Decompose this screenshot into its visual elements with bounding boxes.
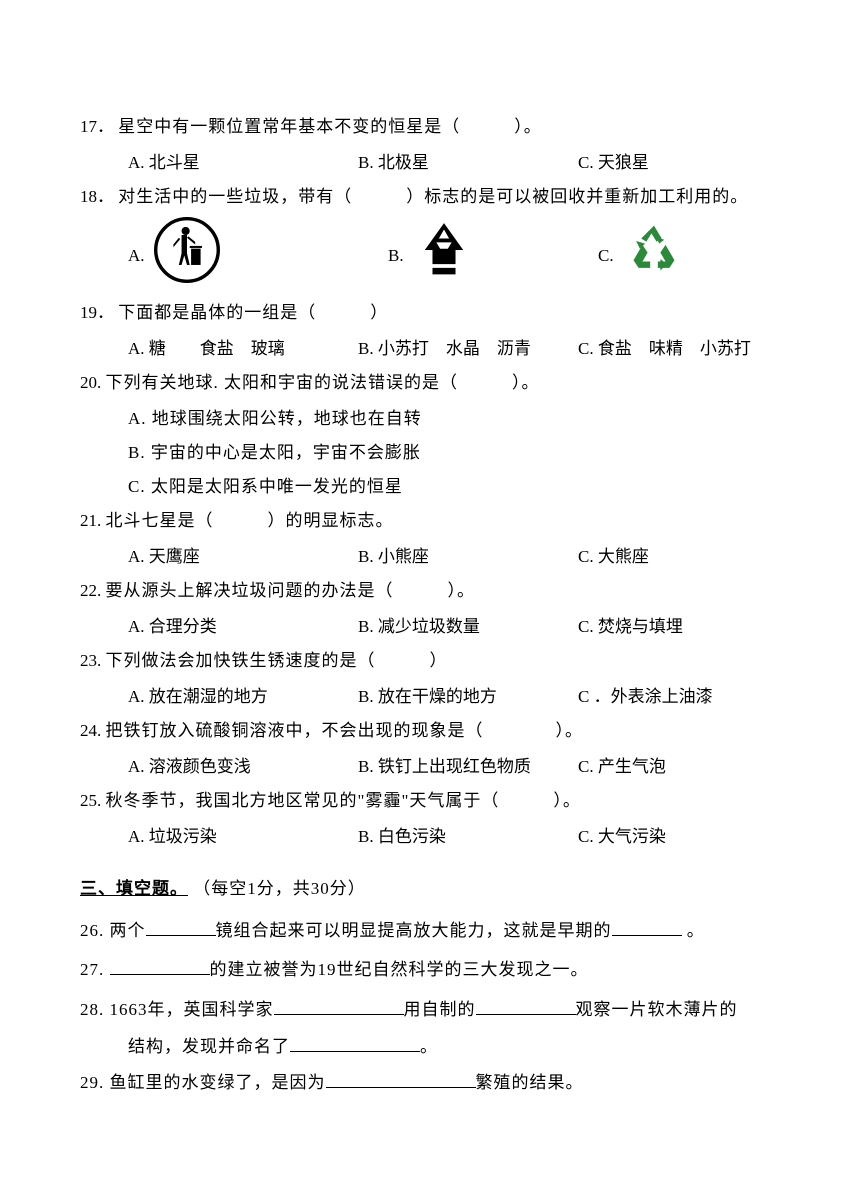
q28-blank-2[interactable] — [476, 998, 576, 1015]
q24-options: A. 溶液颜色变浅 B. 铁钉上出现红色物质 C. 产生气泡 — [80, 750, 780, 784]
q29-num: 29. — [80, 1073, 104, 1092]
question-17: 17． 星空中有一颗位置常年基本不变的恒星是（ ）。 — [80, 110, 780, 144]
q28-blank-1[interactable] — [274, 998, 404, 1015]
question-22: 22. 要从源头上解决垃圾问题的办法是（ ）。 — [80, 574, 780, 608]
q21-text: 北斗七星是（ ）的明显标志。 — [106, 511, 394, 530]
q18-c-label: C. — [598, 239, 614, 273]
q23-option-a[interactable]: A. 放在潮湿的地方 — [128, 680, 358, 714]
q20-num: 20. — [80, 373, 101, 392]
q27-num: 27. — [80, 960, 104, 979]
q20-option-c[interactable]: C. 太阳是太阳系中唯一发光的恒星 — [80, 470, 780, 504]
q28-post: 观察一片软木薄片的 — [576, 1000, 738, 1019]
q26-post: 。 — [682, 921, 705, 940]
section-3-title: 三、填空题。 （每空1分，共30分） — [80, 872, 780, 906]
q26-blank-2[interactable] — [612, 919, 682, 936]
q25-option-c[interactable]: C. 大气污染 — [578, 820, 780, 854]
q18-option-c[interactable]: C. — [598, 218, 780, 294]
question-18: 18． 对生活中的一些垃圾，带有（ ）标志的是可以被回收并重新加工利用的。 — [80, 180, 780, 214]
recycle-solid-icon — [412, 218, 476, 294]
question-29: 29. 鱼缸里的水变绿了，是因为 繁殖的结果。 — [80, 1064, 780, 1101]
q18-options: A. B. C. — [80, 216, 780, 296]
q23-options: A. 放在潮湿的地方 B. 放在干燥的地方 C ．外表涂上油漆 — [80, 680, 780, 714]
q19-text: 下面都是晶体的一组是（ ） — [118, 303, 388, 322]
q28-blank-3[interactable] — [290, 1035, 420, 1052]
q17-option-c[interactable]: C. 天狼星 — [578, 146, 780, 180]
q20-text: 下列有关地球. 太阳和宇宙的说法错误的是（ ）。 — [106, 373, 540, 392]
q19-option-a[interactable]: A. 糖 食盐 玻璃 — [128, 332, 358, 366]
q29-blank-1[interactable] — [326, 1071, 476, 1088]
q21-options: A. 天鹰座 B. 小熊座 C. 大熊座 — [80, 540, 780, 574]
q18-b-label: B. — [388, 239, 404, 273]
q25-option-a[interactable]: A. 垃圾污染 — [128, 820, 358, 854]
q24-text: 把铁钉放入硫酸铜溶液中，不会出现的现象是（ ）。 — [106, 721, 584, 740]
question-28: 28. 1663年，英国科学家 用自制的 观察一片软木薄片的 — [80, 991, 780, 1028]
q19-option-c[interactable]: C. 食盐 味精 小苏打 — [578, 332, 780, 366]
q18-option-a[interactable]: A. — [128, 216, 388, 296]
q26-pre: 两个 — [110, 921, 146, 940]
question-24: 24. 把铁钉放入硫酸铜溶液中，不会出现的现象是（ ）。 — [80, 714, 780, 748]
question-26: 26. 两个 镜组合起来可以明显提高放大能力，这就是早期的 。 — [80, 912, 780, 949]
trash-bin-icon — [153, 216, 221, 296]
q25-text: 秋冬季节，我国北方地区常见的"雾霾"天气属于（ ）。 — [106, 791, 581, 810]
q28-pre: 1663年，英国科学家 — [110, 1000, 274, 1019]
q19-options: A. 糖 食盐 玻璃 B. 小苏打 水晶 沥青 C. 食盐 味精 小苏打 — [80, 332, 780, 366]
q28-num: 28. — [80, 1000, 104, 1019]
q28-mid: 用自制的 — [404, 1000, 476, 1019]
q23-text: 下列做法会加快铁生锈速度的是（ ） — [106, 651, 448, 670]
q22-option-b[interactable]: B. 减少垃圾数量 — [358, 610, 578, 644]
question-20: 20. 下列有关地球. 太阳和宇宙的说法错误的是（ ）。 — [80, 366, 780, 400]
q24-option-a[interactable]: A. 溶液颜色变浅 — [128, 750, 358, 784]
q17-option-b[interactable]: B. 北极星 — [358, 146, 578, 180]
section-3-heading: 三、填空题。 — [80, 879, 188, 898]
q21-num: 21. — [80, 511, 101, 530]
question-28-line2: 结构，发现并命名了 。 — [80, 1030, 780, 1064]
question-23: 23. 下列做法会加快铁生锈速度的是（ ） — [80, 644, 780, 678]
q28-line2a: 结构，发现并命名了 — [128, 1037, 290, 1056]
q17-options: A. 北斗星 B. 北极星 C. 天狼星 — [80, 146, 780, 180]
q22-option-a[interactable]: A. 合理分类 — [128, 610, 358, 644]
q27-blank-1[interactable] — [110, 958, 210, 975]
question-21: 21. 北斗七星是（ ）的明显标志。 — [80, 504, 780, 538]
q17-text: 星空中有一颗位置常年基本不变的恒星是（ ）。 — [118, 117, 542, 136]
q19-option-b[interactable]: B. 小苏打 水晶 沥青 — [358, 332, 578, 366]
q28-line2b: 。 — [420, 1037, 438, 1056]
q21-option-a[interactable]: A. 天鹰座 — [128, 540, 358, 574]
q25-option-b[interactable]: B. 白色污染 — [358, 820, 578, 854]
q20-option-b[interactable]: B. 宇宙的中心是太阳，宇宙不会膨胀 — [80, 436, 780, 470]
q19-num: 19． — [80, 303, 114, 322]
q29-post: 繁殖的结果。 — [476, 1073, 584, 1092]
q24-option-b[interactable]: B. 铁钉上出现红色物质 — [358, 750, 578, 784]
q24-option-c[interactable]: C. 产生气泡 — [578, 750, 780, 784]
q26-num: 26. — [80, 921, 104, 940]
q18-text: 对生活中的一些垃圾，带有（ ）标志的是可以被回收并重新加工利用的。 — [118, 187, 748, 206]
q27-post: 的建立被誉为19世纪自然科学的三大发现之一。 — [210, 960, 589, 979]
q17-num: 17． — [80, 117, 114, 136]
question-27: 27. 的建立被誉为19世纪自然科学的三大发现之一。 — [80, 951, 780, 988]
q23-option-c[interactable]: C ．外表涂上油漆 — [578, 680, 780, 714]
q29-pre: 鱼缸里的水变绿了，是因为 — [110, 1073, 326, 1092]
q21-option-c[interactable]: C. 大熊座 — [578, 540, 780, 574]
q26-blank-1[interactable] — [146, 919, 216, 936]
q22-option-c[interactable]: C. 焚烧与填埋 — [578, 610, 780, 644]
q22-options: A. 合理分类 B. 减少垃圾数量 C. 焚烧与填埋 — [80, 610, 780, 644]
q20-option-a[interactable]: A. 地球围绕太阳公转，地球也在自转 — [80, 402, 780, 436]
q25-num: 25. — [80, 791, 101, 810]
q25-options: A. 垃圾污染 B. 白色污染 C. 大气污染 — [80, 820, 780, 854]
question-19: 19． 下面都是晶体的一组是（ ） — [80, 296, 780, 330]
q24-num: 24. — [80, 721, 101, 740]
q23-option-b[interactable]: B. 放在干燥的地方 — [358, 680, 578, 714]
q23-num: 23. — [80, 651, 101, 670]
question-25: 25. 秋冬季节，我国北方地区常见的"雾霾"天气属于（ ）。 — [80, 784, 780, 818]
q18-num: 18． — [80, 187, 114, 206]
q22-num: 22. — [80, 581, 101, 600]
q21-option-b[interactable]: B. 小熊座 — [358, 540, 578, 574]
recycle-triangle-icon — [622, 218, 686, 294]
q26-mid: 镜组合起来可以明显提高放大能力，这就是早期的 — [216, 921, 612, 940]
q22-text: 要从源头上解决垃圾问题的办法是（ ）。 — [106, 581, 476, 600]
q18-a-label: A. — [128, 239, 145, 273]
section-3-note: （每空1分，共30分） — [193, 879, 366, 898]
q17-option-a[interactable]: A. 北斗星 — [128, 146, 358, 180]
q18-option-b[interactable]: B. — [388, 218, 598, 294]
